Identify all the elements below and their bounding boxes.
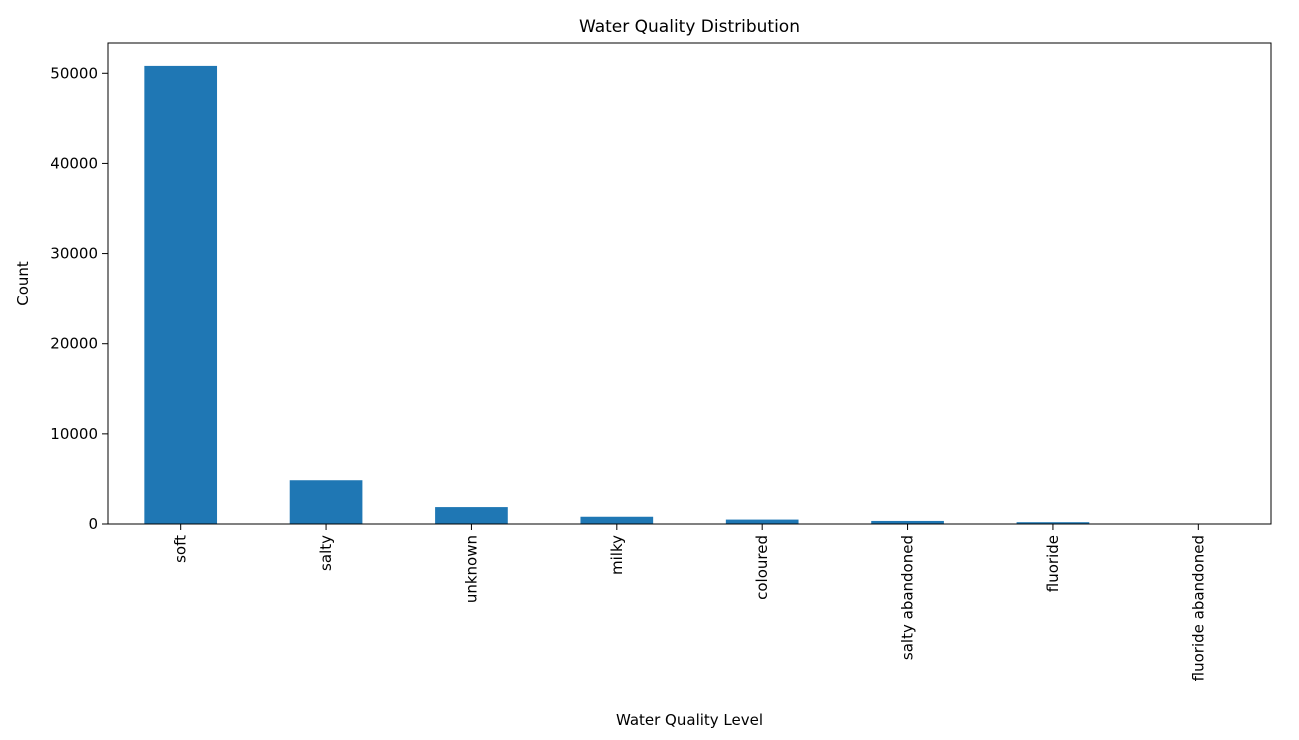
y-tick-label: 0 [88,515,98,533]
y-tick-label: 20000 [50,335,98,353]
y-tick-label: 50000 [50,64,98,82]
bar-coloured [725,519,799,524]
x-tick-label: coloured [753,535,771,600]
x-tick-label: salty [317,535,335,571]
x-tick-label: salty abandoned [899,535,917,660]
y-tick-label: 40000 [50,154,98,172]
y-ticks-group: 0 10000 20000 30000 40000 50000 [50,64,108,533]
x-tick-label: milky [608,535,626,575]
x-tick-label: fluoride [1044,535,1062,592]
y-tick-label: 10000 [50,425,98,443]
x-ticks-group: soft salty unknown milky coloured salty aband… [172,524,1207,681]
bar-soft [144,65,218,525]
x-axis-title: Water Quality Level [616,711,763,729]
bar-fluoride [1016,522,1090,524]
y-tick-label: 30000 [50,245,98,263]
y-axis-title: Count [14,261,32,306]
bar-milky [580,516,654,524]
x-tick-label: soft [172,535,190,563]
x-tick-label: unknown [462,535,480,603]
bar-salty-abandoned [871,520,944,524]
bar-salty [289,480,363,524]
x-tick-label: fluoride abandoned [1189,535,1207,681]
bars-group [144,65,1235,525]
bar-unknown [435,507,508,524]
chart-title: Water Quality Distribution [579,17,800,37]
plot-frame [107,42,1272,525]
